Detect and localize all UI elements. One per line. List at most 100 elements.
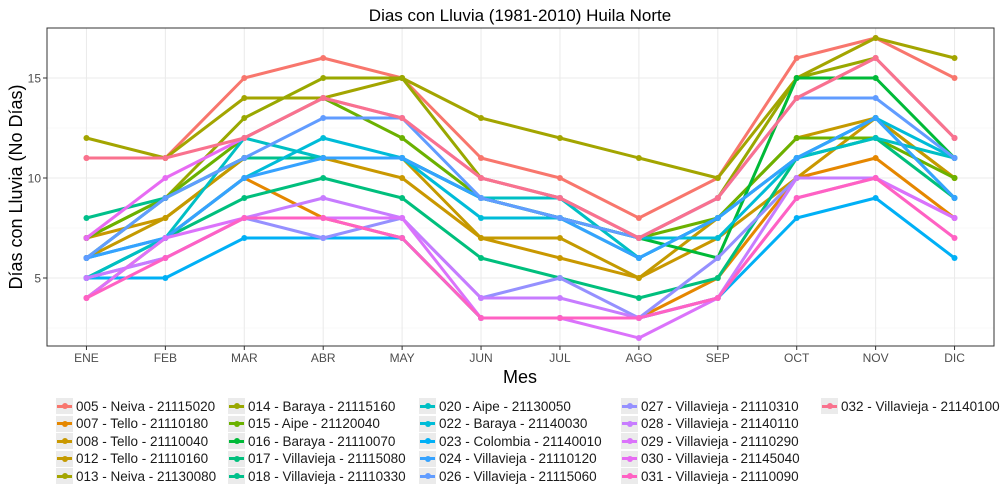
legend-item[interactable]: 016 - Baraya - 21110070 [228,433,395,449]
legend-item[interactable]: 027 - Villavieja - 21110310 [621,398,799,414]
data-point [635,295,642,301]
data-point [556,195,563,201]
data-point [714,295,721,301]
data-point [951,235,958,241]
data-point [162,215,169,221]
data-point [241,215,248,221]
legend-key [56,468,73,484]
legend-key-point [234,438,240,444]
legend-label: 012 - Tello - 21110160 [76,451,209,466]
legend-key-point [627,438,633,444]
legend-label: 005 - Neiva - 21115020 [76,398,216,414]
legend-key-point [62,455,68,462]
data-point [951,135,958,141]
data-point [872,75,879,81]
series-line [85,96,956,260]
legend-key [419,468,436,484]
legend-item[interactable]: 024 - Villavieja - 21110120 [419,450,597,467]
legend-item[interactable]: 032 - Villavieja - 21140100 [821,398,1000,414]
x-tick-label: OCT [784,351,810,365]
data-point [241,235,248,241]
legend-key [621,468,638,484]
data-point [635,235,642,241]
x-tick-label: ABR [311,351,336,365]
data-point [635,155,642,161]
data-point [399,155,406,161]
data-point [951,215,958,221]
data-point [714,255,721,261]
x-tick-label: DIC [944,351,965,365]
legend-label: 020 - Aipe - 21130050 [439,398,571,414]
legend-item[interactable]: 017 - Villavieja - 21115080 [228,450,406,467]
series-line [85,36,956,180]
data-point [872,55,879,61]
x-tick-label: AGO [626,351,653,365]
legend-label: 018 - Villavieja - 21110330 [248,468,406,484]
legend-label: 029 - Villavieja - 21110290 [641,433,799,449]
data-point [241,135,248,141]
legend-item[interactable]: 020 - Aipe - 21130050 [419,398,571,414]
legend-item[interactable]: 014 - Baraya - 21115160 [228,398,395,414]
legend-key-point [234,420,240,427]
legend-label: 024 - Villavieja - 21110120 [439,451,597,466]
chart-title: Dias con Lluvia (1981-2010) Huila Norte [369,6,671,25]
legend-key [419,398,436,414]
data-point [399,135,406,141]
series-line [85,36,956,220]
data-point [793,55,800,61]
x-tick-label: NOV [863,351,889,365]
legend-key [621,398,638,414]
legend-item[interactable]: 030 - Villavieja - 21145040 [621,450,800,467]
data-point [83,255,90,261]
legend-key [228,450,245,467]
legend-item[interactable]: 007 - Tello - 21110180 [56,415,208,432]
legend-label: 014 - Baraya - 21115160 [248,398,396,414]
legend-key-point [627,403,633,409]
legend-key [419,433,436,449]
data-point [793,135,800,141]
legend-key-point [62,420,68,427]
legend-item[interactable]: 008 - Tello - 21110040 [56,433,208,449]
y-axis-label: Días con Lluvia (No Días) [6,84,26,289]
legend-item[interactable]: 013 - Neiva - 21130080 [56,468,216,484]
series-line [85,56,956,240]
data-point [478,235,485,241]
data-point [556,235,563,241]
legend-item[interactable]: 031 - Villavieja - 21110090 [621,468,799,484]
legend-key [621,450,638,467]
legend-label: 013 - Neiva - 21130080 [76,468,217,484]
legend-item[interactable]: 028 - Villavieja - 21140110 [621,415,799,432]
data-point [872,95,879,101]
data-point [83,275,90,281]
legend-label: 032 - Villavieja - 21140100 [841,398,1000,414]
series-line [85,116,956,280]
legend-label: 031 - Villavieja - 21110090 [641,468,799,484]
data-point [241,175,248,181]
data-point [478,155,485,161]
legend-item[interactable]: 022 - Baraya - 21140030 [419,415,587,432]
legend-item[interactable]: 015 - Aipe - 21120040 [228,415,380,432]
data-point [320,55,327,61]
data-point [478,315,485,321]
data-point [872,115,879,121]
data-point [83,215,90,221]
data-point [793,195,800,201]
data-point [241,195,248,201]
legend-item[interactable]: 012 - Tello - 21110160 [56,450,209,467]
data-point [951,195,958,201]
data-point [872,35,879,41]
legend-item[interactable]: 029 - Villavieja - 21110290 [621,433,799,449]
legend-item[interactable]: 005 - Neiva - 21115020 [56,398,215,414]
data-point [556,315,563,321]
legend-key [56,398,73,414]
legend-item[interactable]: 023 - Colombia - 21140010 [419,433,602,449]
data-point [241,155,248,161]
legend-item[interactable]: 018 - Villavieja - 21110330 [228,468,406,484]
data-point [635,275,642,281]
legend-key-point [627,420,633,427]
data-point [714,215,721,221]
legend-key-point [234,455,240,462]
legend-key-point [627,455,633,462]
legend-item[interactable]: 026 - Villavieja - 21115060 [419,468,597,484]
series-20 [83,175,958,321]
